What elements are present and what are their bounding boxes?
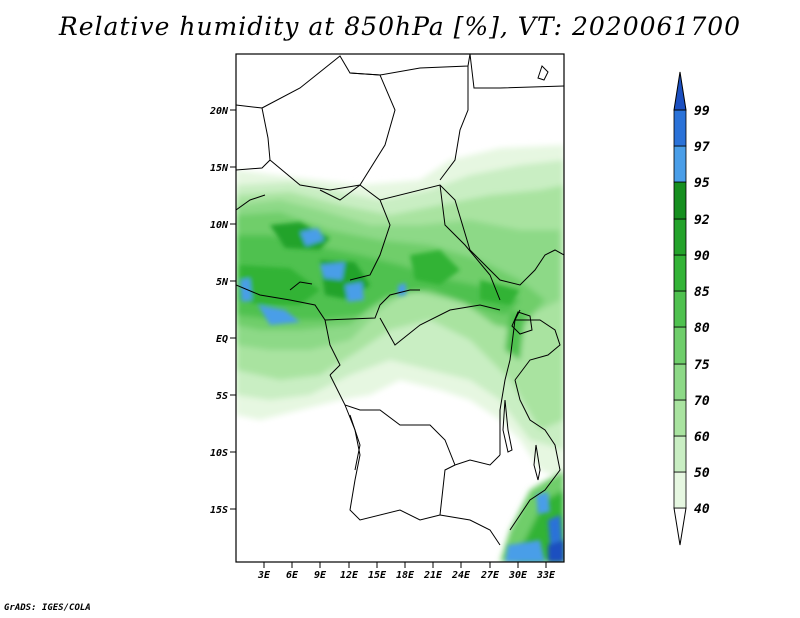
colorbar-label: 99 xyxy=(694,104,710,119)
colorbar-cell xyxy=(673,290,687,328)
colorbar-cell xyxy=(673,71,687,111)
colorbar-label: 97 xyxy=(694,140,710,155)
lat-tick-label: 5N xyxy=(216,277,229,288)
lon-tick-label: 30E xyxy=(508,570,528,581)
colorbar-label: 95 xyxy=(694,176,710,191)
lon-tick-label: 9E xyxy=(314,570,327,581)
lat-tick-label: 10S xyxy=(210,448,228,459)
lon-tick-label: 24E xyxy=(451,570,471,581)
lat-tick-label: 15S xyxy=(210,505,228,516)
colorbar-cell xyxy=(673,507,687,546)
colorbar-cell xyxy=(673,399,687,437)
lon-tick-label: 15E xyxy=(368,570,387,581)
lon-tick-label: 18E xyxy=(396,570,415,581)
colorbar-label: 80 xyxy=(694,321,710,336)
lon-axis: 3E 6E 9E 12E 15E 18E 21E 24E 27E 30E 33E xyxy=(257,562,556,581)
software-credit: GrADS: IGES/COLA xyxy=(4,603,91,613)
lakes xyxy=(502,65,549,481)
colorbar-cell xyxy=(673,326,687,365)
colorbar-cell xyxy=(673,218,687,256)
lon-tick-label: 27E xyxy=(480,570,500,581)
lon-tick-label: 6E xyxy=(286,570,299,581)
colorbar-label: 90 xyxy=(694,249,710,264)
colorbar-label: 92 xyxy=(694,213,710,228)
colorbar-cell xyxy=(673,145,687,183)
colorbar-cell xyxy=(673,363,687,401)
colorbar-cell xyxy=(673,254,687,292)
lat-tick-label: EQ xyxy=(216,334,228,345)
lon-tick-label: 21E xyxy=(423,570,443,581)
lon-tick-label: 12E xyxy=(340,570,359,581)
lat-tick-label: 20N xyxy=(209,106,229,117)
colorbar-cell xyxy=(673,109,687,147)
map-title: Relative humidity at 850hPa [%], VT: 202… xyxy=(58,12,742,41)
country-borders xyxy=(236,54,564,546)
colorbar-label: 60 xyxy=(694,430,710,445)
colorbar-label: 85 xyxy=(694,285,710,300)
colorbar-cell xyxy=(673,181,687,220)
humidity-shading xyxy=(236,145,564,562)
lat-tick-label: 10N xyxy=(210,220,229,231)
lat-tick-label: 15N xyxy=(210,163,229,174)
lon-tick-label: 3E xyxy=(257,570,271,581)
colorbar: 40 50 60 70 75 80 85 90 92 95 97 99 xyxy=(673,71,710,546)
colorbar-label: 50 xyxy=(694,466,710,481)
colorbar-label: 70 xyxy=(694,394,710,409)
colorbar-cell xyxy=(673,435,687,473)
colorbar-cell xyxy=(673,471,687,509)
colorbar-label: 40 xyxy=(694,502,710,517)
lat-tick-label: 5S xyxy=(216,391,228,402)
colorbar-label: 75 xyxy=(694,358,710,373)
lat-axis: 20N 15N 10N 5N EQ 5S 10S 15S xyxy=(209,106,236,516)
map-frame xyxy=(235,53,565,563)
lon-tick-label: 33E xyxy=(536,570,556,581)
